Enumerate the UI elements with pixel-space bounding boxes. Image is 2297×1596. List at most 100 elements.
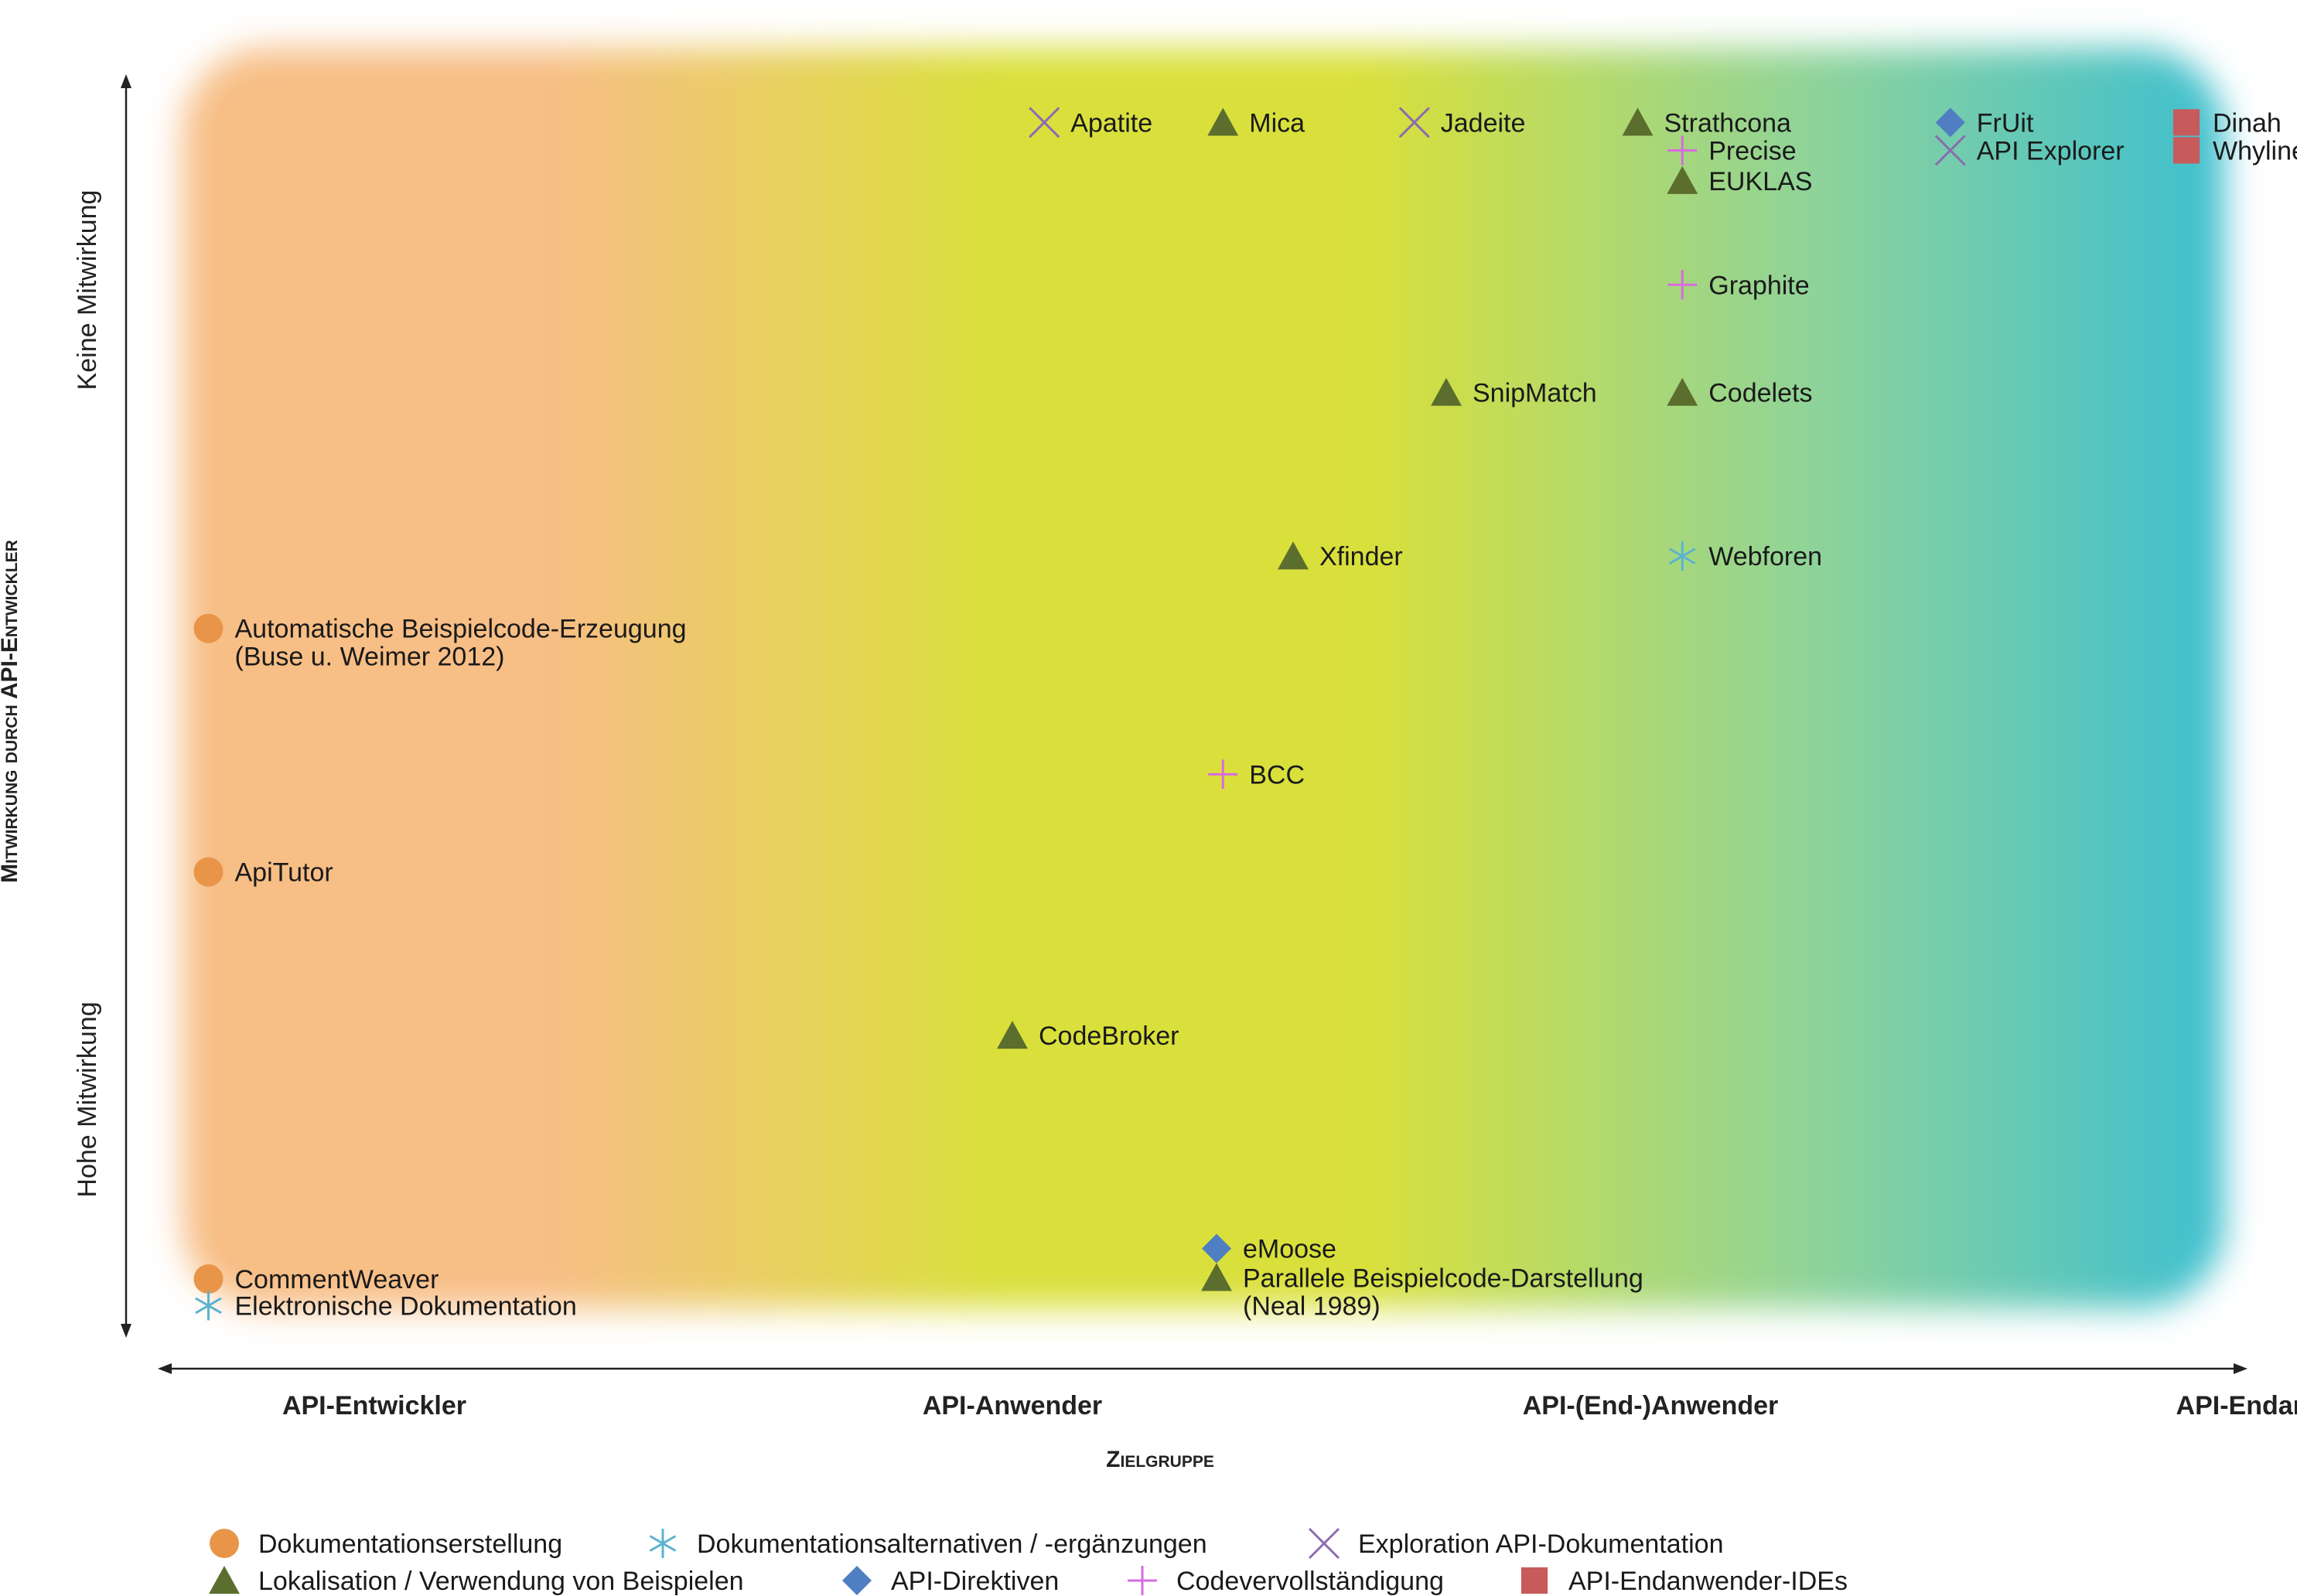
legend-item: API-Direktiven [842,1566,1059,1596]
point-label: Dinah [2213,108,2282,138]
legend-item: Dokumentationsalternativen / -ergänzunge… [649,1529,1207,1559]
data-point: Webforen [1668,541,1822,571]
point-label: SnipMatch [1473,379,1597,408]
x-marker [1308,1527,1340,1560]
point-label: EUKLAS [1708,167,1812,196]
asterisk-marker [649,1529,677,1558]
point-label: CommentWeaver [235,1265,439,1294]
point-label: FrUit [1977,108,2034,138]
point-label: (Neal 1989) [1243,1291,1381,1321]
triangle-marker [209,1566,240,1594]
asterisk-marker [1668,541,1696,571]
diamond-marker [842,1566,872,1595]
triangle-marker [1207,107,1239,136]
data-point: Graphite [1667,270,1810,300]
circle-marker [193,1264,224,1294]
data-point: Elektronische Dokumentation [195,1291,577,1321]
circle-marker [210,1529,239,1558]
data-point: API Explorer [1934,135,2125,166]
circle-marker [193,857,224,887]
x-marker [1934,135,1966,166]
diamond-marker [1202,1233,1231,1264]
triangle-marker [1278,541,1309,570]
y-top-label: Keine Mitwirkung [73,190,102,390]
legend-item: Codevervollständigung [1128,1566,1444,1596]
legend-item: Exploration API-Dokumentation [1308,1527,1723,1560]
y-axis-title: Mitwirkung durch API-Entwickler [0,540,22,883]
plus-marker [1667,135,1698,165]
circle-marker [193,613,224,643]
x-axis-title: Zielgruppe [1106,1447,1214,1472]
data-point: Dinah [2172,108,2282,138]
point-label: Graphite [1708,271,1809,300]
plus-marker [1128,1566,1157,1595]
data-point: Xfinder [1278,541,1403,571]
plot-background [183,48,2224,1308]
data-point: Whyline [2172,136,2297,165]
legend: Dokumentationserstellung Dokumentationsal… [209,1527,1848,1596]
point-label: Jadeite [1441,108,1526,138]
triangle-marker [1431,377,1462,406]
legend-item: Dokumentationserstellung [210,1529,562,1559]
data-point: BCC [1208,759,1305,789]
plus-marker [1667,270,1698,300]
point-label: Parallele Beispielcode-Darstellung [1243,1264,1643,1293]
square-marker [2172,137,2200,164]
point-label: BCC [1249,760,1305,789]
data-point: Jadeite [1398,107,1526,138]
triangle-marker [1201,1263,1232,1291]
x-marker [1398,107,1430,138]
y-axis [121,74,131,1338]
diamond-marker [1935,107,1965,138]
data-point: EUKLAS [1667,165,1812,196]
legend-label: Dokumentationserstellung [258,1530,562,1559]
data-point: Apatite [1029,107,1152,138]
asterisk-marker [195,1291,222,1321]
point-label: Whyline [2213,136,2297,165]
point-label: Precise [1708,136,1796,165]
legend-label: Codevervollständigung [1176,1567,1444,1596]
data-point: Parallele Beispielcode-Darstellung(Neal … [1201,1263,1643,1321]
legend-label: Exploration API-Dokumentation [1358,1530,1723,1559]
data-point: Strathcona [1622,107,1792,138]
x-tick-label: API-(End-)Anwender [1523,1391,1779,1420]
x-tick-labels: API-Entwickler API-Anwender API-(End-)Anwe… [282,1391,2297,1420]
data-point: FrUit [1935,107,2034,138]
x-tick-label: API-Endanwender [2176,1391,2297,1420]
legend-label: Dokumentationsalternativen / -ergänzunge… [697,1530,1207,1559]
triangle-marker [1622,107,1654,136]
x-tick-label: API-Entwickler [282,1391,466,1420]
plus-marker [1208,759,1238,789]
x-tick-label: API-Anwender [923,1391,1102,1420]
point-label: CodeBroker [1039,1021,1179,1051]
square-marker [2172,109,2200,136]
triangle-marker [1667,377,1698,406]
legend-label: Lokalisation / Verwendung von Beispielen [258,1567,744,1596]
point-label: Webforen [1708,542,1822,571]
square-marker [1521,1567,1548,1594]
data-point: CommentWeaver [193,1264,439,1294]
data-point: Automatische Beispielcode-Erzeugung(Buse… [193,613,687,672]
data-point: SnipMatch [1431,377,1597,408]
data-point: CodeBroker [997,1021,1179,1051]
data-points: Apatite Mica Jadeite StrathconaPreciseEUKLA… [193,107,2297,1321]
point-label: Xfinder [1319,542,1403,571]
data-point: Precise [1667,135,1797,165]
point-label: Elektronische Dokumentation [235,1291,577,1321]
point-label: Automatische Beispielcode-Erzeugung [235,615,687,644]
triangle-marker [997,1021,1028,1049]
data-point: eMoose [1202,1233,1336,1264]
point-label: ApiTutor [235,858,333,888]
point-label: (Buse u. Weimer 2012) [235,643,505,672]
point-label: Mica [1249,108,1305,138]
data-point: Codelets [1667,377,1812,408]
point-label: eMoose [1243,1235,1336,1264]
legend-label: API-Direktiven [891,1567,1059,1596]
x-axis [158,1363,2248,1374]
point-label: Strathcona [1664,108,1792,138]
x-marker [1029,107,1060,138]
legend-item: Lokalisation / Verwendung von Beispielen [209,1566,744,1596]
legend-label: API-Endanwender-IDEs [1568,1567,1848,1596]
triangle-marker [1667,165,1698,194]
